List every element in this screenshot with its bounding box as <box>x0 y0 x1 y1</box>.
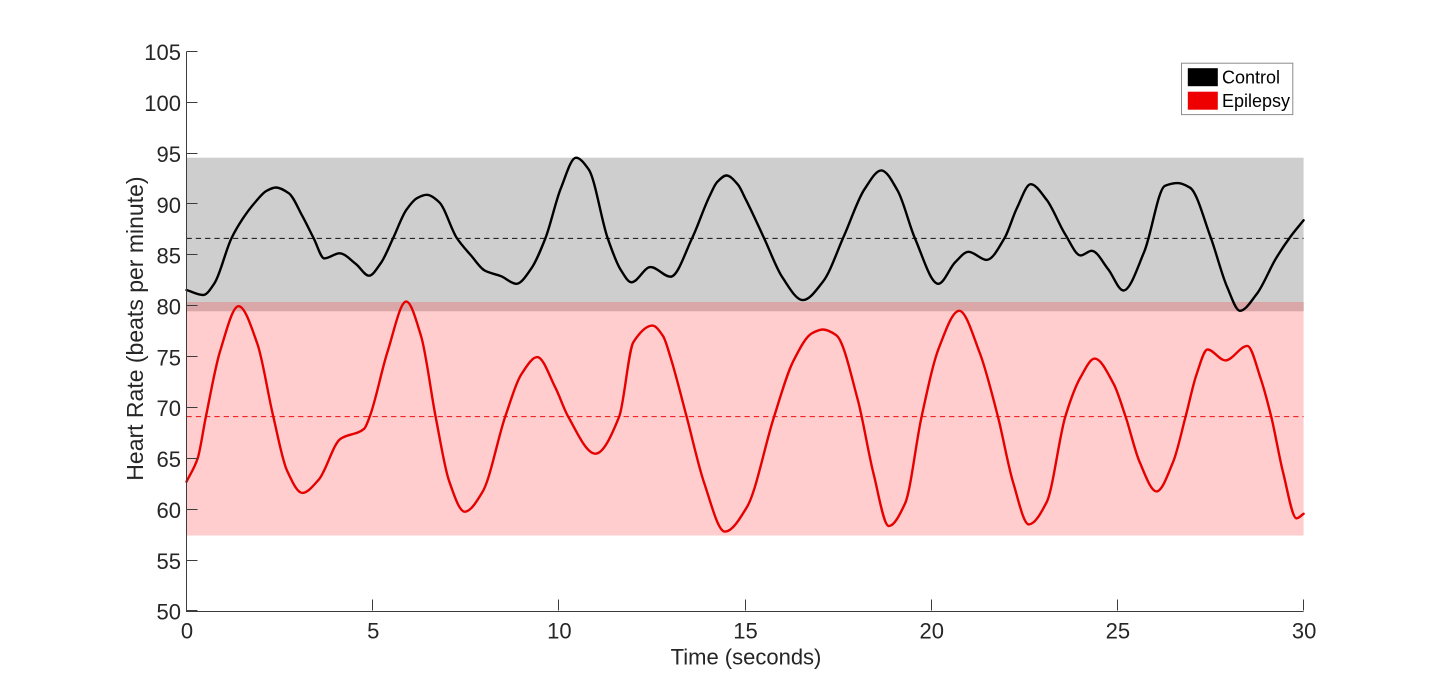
svg-text:10: 10 <box>547 619 571 644</box>
svg-text:95: 95 <box>157 142 181 167</box>
svg-text:5: 5 <box>367 619 379 644</box>
svg-text:25: 25 <box>1106 619 1130 644</box>
svg-text:105: 105 <box>144 40 181 65</box>
svg-text:30: 30 <box>1292 619 1316 644</box>
svg-text:Epilepsy: Epilepsy <box>1222 91 1290 111</box>
svg-text:50: 50 <box>157 600 181 625</box>
svg-text:15: 15 <box>733 619 757 644</box>
svg-text:75: 75 <box>157 345 181 370</box>
svg-text:Control: Control <box>1222 68 1280 88</box>
svg-text:70: 70 <box>157 396 181 421</box>
svg-text:85: 85 <box>157 244 181 269</box>
svg-text:80: 80 <box>157 295 181 320</box>
svg-text:Heart Rate (beats per minute): Heart Rate (beats per minute) <box>122 176 148 480</box>
svg-text:60: 60 <box>157 498 181 523</box>
svg-text:20: 20 <box>919 619 943 644</box>
svg-text:65: 65 <box>157 447 181 472</box>
svg-text:55: 55 <box>157 549 181 574</box>
svg-text:100: 100 <box>144 91 181 116</box>
svg-text:0: 0 <box>181 619 193 644</box>
svg-text:Time (seconds): Time (seconds) <box>671 644 822 669</box>
svg-text:90: 90 <box>157 193 181 218</box>
